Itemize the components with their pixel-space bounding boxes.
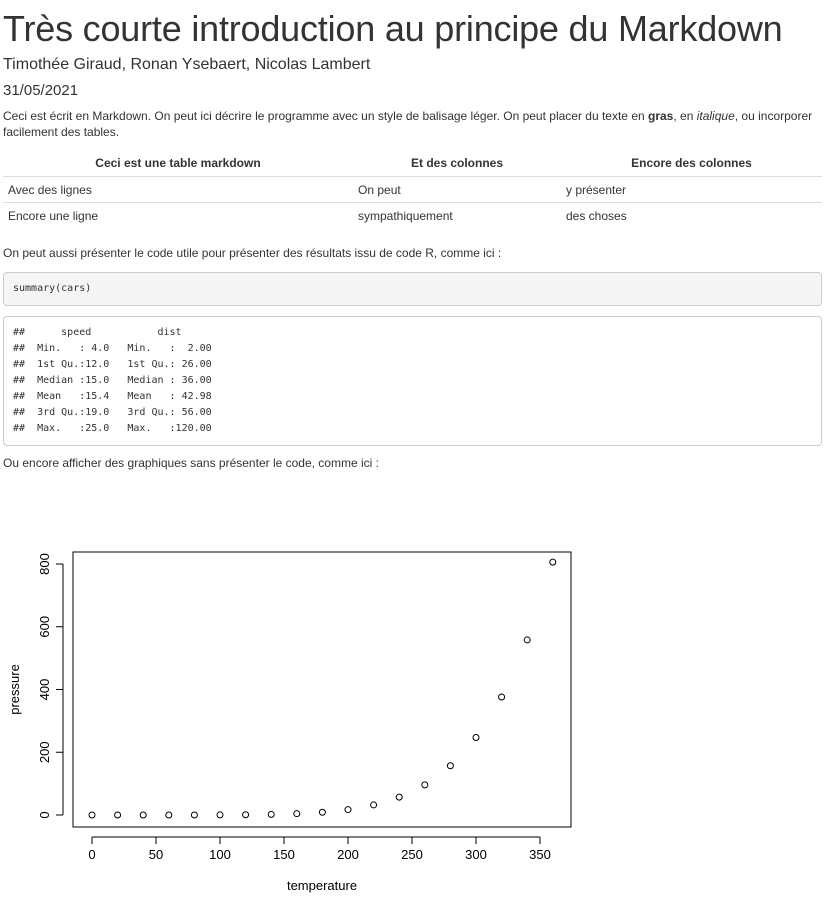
table-header-row: Ceci est une table markdown Et des colon… [3,149,822,177]
table-header-cell: Et des colonnes [353,149,561,177]
x-tick-label: 350 [529,847,551,862]
date: 31/05/2021 [3,82,79,99]
y-tick-label: 600 [37,616,52,638]
table-cell: Avec des lignes [3,176,353,203]
data-point [523,636,531,644]
code-output-line: ## 3rd Qu.:19.0 3rd Qu.: 56.00 [13,407,212,418]
data-point [549,558,557,566]
x-tick-label: 150 [273,847,295,862]
intro-bold: gras [648,109,674,123]
chart-intro-paragraph: Ou encore afficher des graphiques sans p… [3,456,379,470]
table-row: Avec des lignes On peut y présenter [3,176,822,203]
data-point [267,810,275,818]
table-cell: des choses [566,208,627,223]
x-tick-label: 0 [88,847,95,862]
data-point [293,810,301,818]
code-output-line: ## 1st Qu.:12.0 1st Qu.: 26.00 [13,359,212,370]
page-title: Très courte introduction au principe du … [3,8,783,49]
y-tick-label: 200 [37,741,52,763]
table-header-cell: Encore des colonnes [561,149,822,177]
table-row: Encore une ligne sympathiquement des cho… [3,203,822,229]
table-cell: On peut [353,176,561,203]
data-point [370,801,378,809]
data-point [216,811,224,819]
x-axis-title: temperature [287,878,357,893]
data-point [446,762,454,770]
intro-text-2: , en [673,109,697,123]
y-tick-label: 800 [37,553,52,575]
table-cell: y présenter [561,176,822,203]
code-output-line: ## Mean :15.4 Mean : 42.98 [13,391,212,402]
data-point [421,781,429,789]
x-tick-label: 50 [149,847,163,862]
code-source-block: summary(cars) [3,272,822,306]
x-tick-label: 100 [209,847,231,862]
data-point [165,811,173,819]
data-point [395,793,403,801]
data-point [114,811,122,819]
intro-italic: italique [696,109,735,123]
data-point [318,808,326,816]
code-output-line: ## Median :15.0 Median : 36.00 [13,375,212,386]
x-tick-label: 200 [337,847,359,862]
code-output-line: ## Min. : 4.0 Min. : 2.00 [13,343,212,354]
pressure-scatter-plot: 0 50 100 150 200 250 300 350 0 200 400 600 800 temper… [7,551,572,893]
authors: Timothée Giraud, Ronan Ysebaert, Nicolas… [3,56,371,73]
data-point [190,811,198,819]
y-tick-label: 400 [37,679,52,701]
x-tick-label: 300 [465,847,487,862]
plot-frame [72,551,572,828]
intro-text-1: Ceci est écrit en Markdown. On peut ici … [3,109,648,123]
intro-paragraph: Ceci est écrit en Markdown. On peut ici … [3,108,818,140]
table-cell: sympathiquement [358,208,453,223]
x-tick-label: 250 [401,847,423,862]
code-output-line: ## speed dist [13,327,182,338]
data-point [472,734,480,742]
data-point [139,811,147,819]
y-tick-label: 0 [37,811,52,818]
code-output-block: ## speed dist ## Min. : 4.0 Min. : 2.00 … [3,316,822,446]
intro-text-3: , ou incorporer facilement des tables. [3,109,813,139]
data-point [498,693,506,701]
data-point [242,811,250,819]
table-cell: Encore une ligne [8,208,99,223]
data-point [88,811,96,819]
table-header-cell: Ceci est une table markdown [3,149,353,177]
code-intro-paragraph: On peut aussi présenter le code utile po… [3,246,502,260]
markdown-table: Ceci est une table markdown Et des colon… [3,149,822,228]
code-output-line: ## Max. :25.0 Max. :120.00 [13,423,224,434]
y-axis-title: pressure [7,664,22,715]
data-point [344,806,352,814]
